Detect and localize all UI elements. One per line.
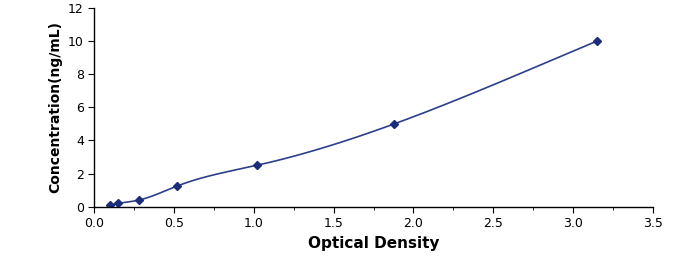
- X-axis label: Optical Density: Optical Density: [308, 236, 439, 251]
- Y-axis label: Concentration(ng/mL): Concentration(ng/mL): [48, 21, 63, 193]
